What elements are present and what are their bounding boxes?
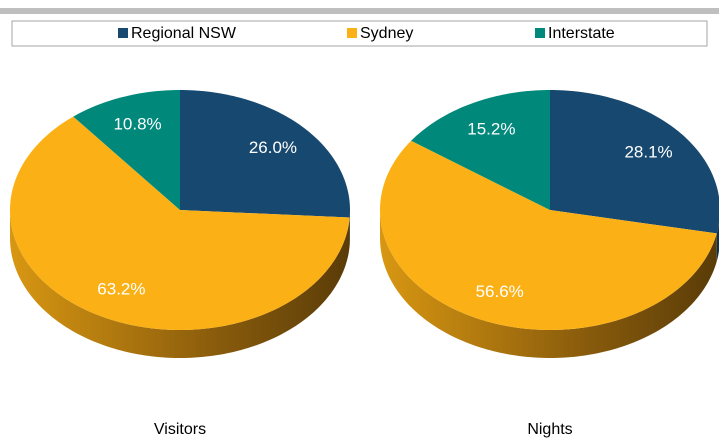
- slice: [180, 90, 350, 218]
- slice-side: [380, 210, 717, 358]
- value-label: 63.2%: [97, 279, 145, 298]
- value-label: 15.2%: [467, 120, 515, 139]
- value-label: 56.6%: [476, 282, 524, 301]
- slice-side: [10, 210, 350, 358]
- slice: [550, 90, 719, 234]
- legend-swatch: [118, 28, 128, 38]
- legend-swatch: [347, 28, 357, 38]
- value-label: 10.8%: [113, 115, 161, 134]
- legend-label: Regional NSW: [131, 25, 237, 42]
- slice-side: [716, 222, 719, 262]
- legend-label: Sydney: [360, 25, 413, 42]
- chart-title: Nights: [527, 421, 572, 438]
- value-label: 28.1%: [624, 142, 672, 161]
- slice: [380, 140, 717, 330]
- top-bar: [0, 8, 719, 14]
- slice: [411, 90, 550, 210]
- chart-title: Visitors: [154, 421, 206, 438]
- legend-label: Interstate: [548, 25, 615, 42]
- slice: [73, 90, 180, 210]
- slice: [10, 116, 350, 330]
- legend-swatch: [535, 28, 545, 38]
- value-label: 26.0%: [249, 138, 297, 157]
